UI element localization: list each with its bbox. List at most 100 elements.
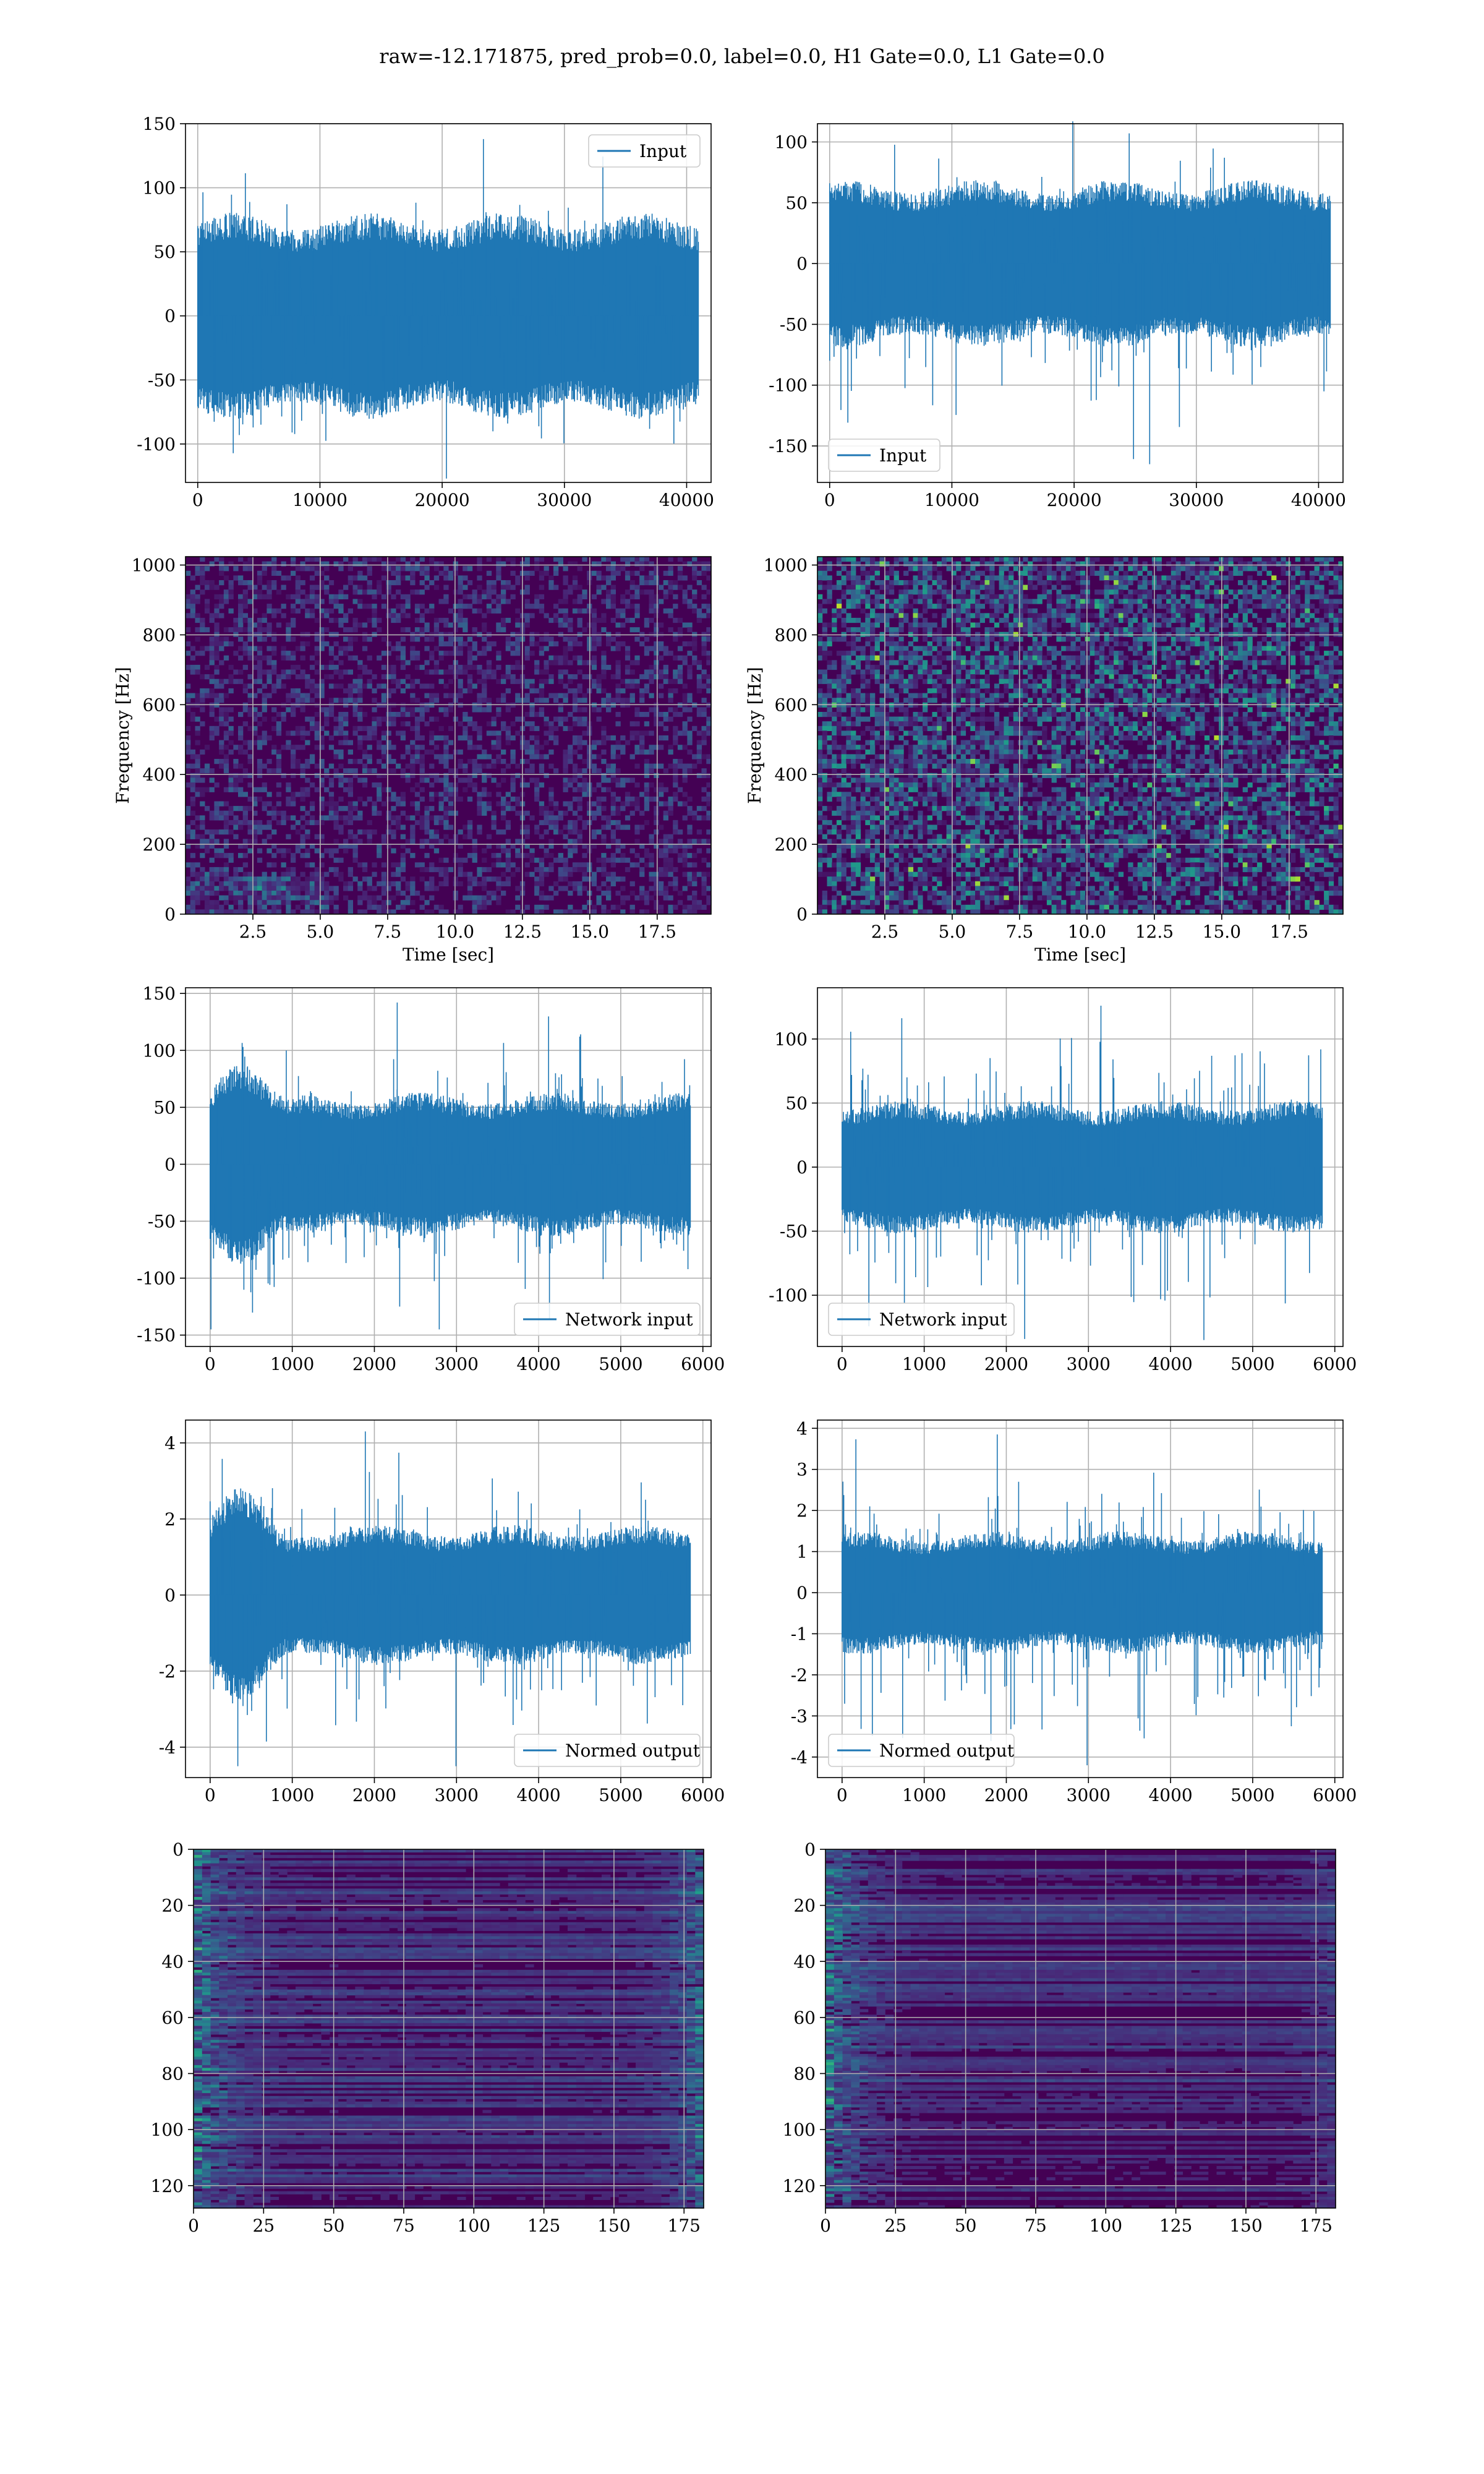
heatmap-cell <box>448 806 454 811</box>
heatmap-cell <box>443 745 449 750</box>
heatmap-cell <box>305 900 310 905</box>
heatmap-cell <box>606 641 612 647</box>
heatmap-cell <box>706 773 712 778</box>
heatmap-cell <box>696 707 702 713</box>
heatmap-cell <box>827 599 832 604</box>
heatmap-cell <box>682 655 688 661</box>
heatmap-cell <box>214 871 220 877</box>
heatmap-cell <box>190 867 195 873</box>
heatmap-cell <box>200 749 205 755</box>
heatmap-cell <box>209 787 215 792</box>
heatmap-cell <box>601 909 607 915</box>
heatmap-cell <box>687 604 693 609</box>
heatmap-cell <box>242 604 248 609</box>
heatmap-cell <box>414 730 420 736</box>
heatmap-cell <box>463 735 468 741</box>
heatmap-cell <box>472 782 477 788</box>
heatmap-cell <box>305 810 310 816</box>
heatmap-cell <box>846 810 851 816</box>
heatmap-cell <box>424 839 430 844</box>
heatmap-cell <box>851 891 856 896</box>
heatmap-cell <box>486 594 492 599</box>
heatmap-cell <box>874 900 880 905</box>
heatmap-cell <box>505 853 511 858</box>
heatmap-cell <box>706 730 712 736</box>
heatmap-cell <box>262 909 267 915</box>
heatmap-cell <box>677 759 683 764</box>
heatmap-cell <box>309 900 315 905</box>
heatmap-cell <box>548 895 554 901</box>
heatmap-cell <box>610 745 616 750</box>
heatmap-cell <box>195 834 200 839</box>
heatmap-cell <box>448 636 454 642</box>
heatmap-cell <box>357 900 363 905</box>
heatmap-cell <box>893 604 899 609</box>
heatmap-cell <box>534 891 540 896</box>
heatmap-cell <box>472 909 477 915</box>
heatmap-cell <box>305 730 310 736</box>
heatmap-cell <box>544 664 549 670</box>
heatmap-cell <box>204 787 210 792</box>
heatmap-cell <box>453 857 458 863</box>
heatmap-cell <box>644 895 650 901</box>
heatmap-cell <box>601 777 607 783</box>
heatmap-cell <box>477 900 482 905</box>
heatmap-cell <box>463 777 468 783</box>
heatmap-cell <box>463 824 468 830</box>
heatmap-cell <box>477 566 482 571</box>
heatmap-cell <box>291 570 296 576</box>
heatmap-cell <box>267 646 272 651</box>
heatmap-cell <box>529 604 535 609</box>
heatmap-cell <box>186 604 191 609</box>
heatmap-cell <box>903 815 909 821</box>
heatmap-cell <box>309 759 315 764</box>
heatmap-cell <box>817 777 823 783</box>
heatmap-cell <box>195 570 200 576</box>
heatmap-cell <box>472 726 477 731</box>
heatmap-cell <box>851 735 856 741</box>
heatmap-cell <box>673 604 678 609</box>
heatmap-cell <box>257 589 263 595</box>
heatmap-cell <box>496 735 501 741</box>
heatmap-cell <box>510 759 516 764</box>
heatmap-cell <box>467 895 473 901</box>
heatmap-cell <box>701 570 707 576</box>
heatmap-cell <box>860 848 866 854</box>
heatmap-cell <box>659 909 664 915</box>
heatmap-cell <box>381 787 387 792</box>
heatmap-cell <box>200 787 205 792</box>
heatmap-cell <box>477 557 482 562</box>
heatmap-cell <box>372 674 377 680</box>
heatmap-cell <box>855 617 861 623</box>
heatmap-cell <box>879 777 885 783</box>
heatmap-cell <box>654 820 659 826</box>
heatmap-cell <box>846 664 851 670</box>
heatmap-cell <box>817 594 823 599</box>
heatmap-cell <box>572 843 578 849</box>
heatmap-cell <box>610 566 616 571</box>
heatmap-cell <box>615 843 621 849</box>
heatmap-cell <box>309 886 315 891</box>
heatmap-cell <box>659 669 664 675</box>
heatmap-cell <box>539 698 545 703</box>
heatmap-cell <box>247 617 253 623</box>
heatmap-cell <box>228 678 234 684</box>
heatmap-cell <box>851 636 856 642</box>
heatmap-cell <box>832 876 837 882</box>
heatmap-cell <box>663 843 668 849</box>
heatmap-cell <box>410 754 416 760</box>
heatmap-cell <box>357 575 363 581</box>
heatmap-cell <box>855 716 861 722</box>
heatmap-cell <box>438 641 444 647</box>
heatmap-cell <box>204 599 210 604</box>
heatmap-cell <box>634 561 640 567</box>
heatmap-cell <box>386 824 391 830</box>
heatmap-cell <box>649 763 654 769</box>
heatmap-cell <box>553 604 559 609</box>
heatmap-cell <box>405 763 411 769</box>
heatmap-cell <box>668 580 673 586</box>
heatmap-cell <box>893 627 899 633</box>
heatmap-cell <box>448 824 454 830</box>
heatmap-cell <box>405 683 411 689</box>
heatmap-cell <box>209 857 215 863</box>
